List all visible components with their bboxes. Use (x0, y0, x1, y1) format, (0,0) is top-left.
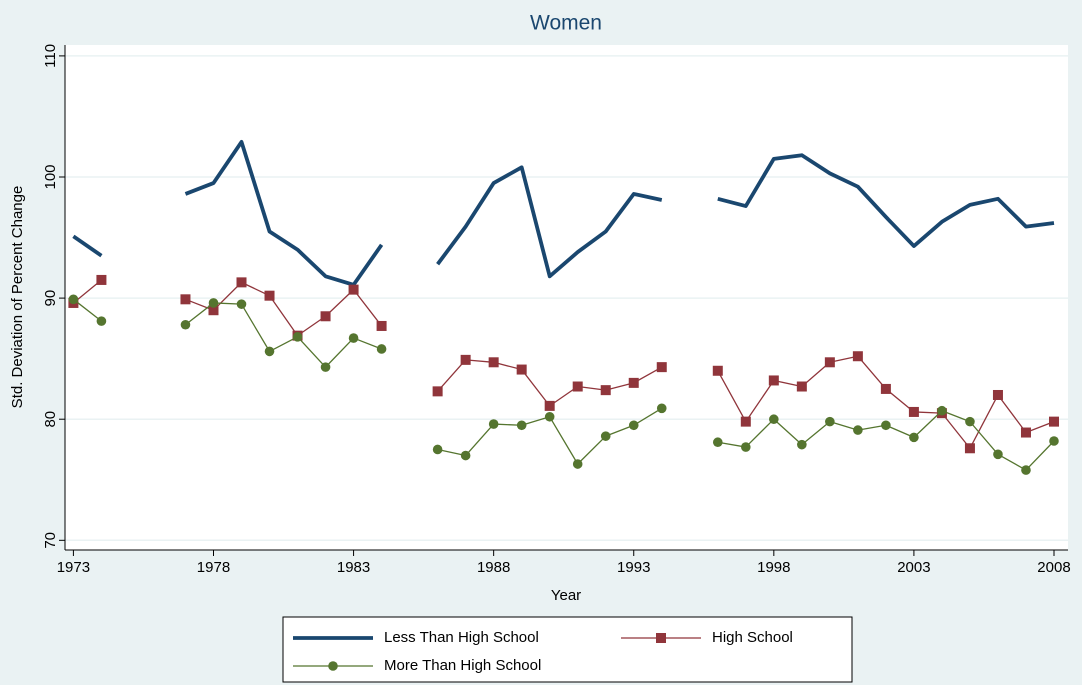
x-tick-label: 1973 (57, 559, 90, 576)
marker (1049, 436, 1059, 446)
marker (432, 444, 443, 455)
marker (796, 381, 807, 392)
x-tick-label: 1988 (477, 559, 510, 576)
y-tick-label: 90 (42, 290, 59, 307)
x-tick-label: 2003 (897, 559, 930, 576)
legend-marker (328, 661, 338, 671)
marker (572, 459, 583, 469)
marker (992, 389, 1003, 400)
marker (769, 414, 779, 425)
marker (600, 385, 611, 396)
marker (180, 319, 191, 330)
y-axis-label: Std. Deviation of Percent Change (9, 186, 26, 409)
y-tick-label: 110 (42, 44, 59, 68)
marker (825, 416, 835, 427)
marker (1021, 465, 1031, 475)
marker (712, 365, 723, 376)
marker (348, 284, 359, 295)
marker (348, 333, 359, 343)
y-tick-label: 70 (42, 532, 59, 549)
marker (741, 442, 751, 452)
marker (180, 294, 191, 305)
legend-label: High School (712, 629, 793, 646)
marker (236, 299, 247, 309)
marker (544, 411, 555, 422)
series-line (73, 298, 1055, 471)
marker (880, 383, 891, 394)
marker (208, 298, 219, 308)
x-tick-label: 2008 (1037, 559, 1070, 576)
x-axis-label: Year (551, 587, 581, 604)
legend-marker (656, 633, 666, 643)
marker (572, 381, 583, 392)
x-tick-label: 1993 (617, 559, 650, 576)
marker (516, 420, 527, 431)
marker (432, 386, 443, 397)
marker (909, 432, 919, 443)
legend-label: More Than High School (384, 657, 541, 674)
marker (488, 357, 499, 368)
marker (824, 357, 835, 368)
marker (544, 400, 555, 411)
legend-label: Less Than High School (384, 629, 539, 646)
series-line (72, 139, 1055, 287)
marker (1020, 427, 1031, 438)
marker (320, 362, 331, 372)
marker (208, 305, 219, 316)
marker (236, 277, 247, 288)
marker (937, 405, 947, 416)
marker (656, 403, 667, 414)
series-line (72, 279, 1055, 449)
marker (908, 406, 919, 417)
x-tick-label: 1983 (337, 559, 370, 576)
marker (460, 450, 471, 461)
marker (1048, 416, 1059, 427)
marker (712, 437, 723, 448)
marker (852, 351, 863, 362)
marker (797, 439, 807, 450)
marker (68, 294, 79, 305)
marker (376, 344, 387, 354)
marker (881, 420, 891, 431)
y-tick-label: 100 (42, 164, 59, 189)
marker (628, 377, 639, 388)
marker (460, 354, 471, 365)
marker (292, 332, 303, 342)
marker (628, 420, 639, 431)
marker (264, 346, 275, 357)
x-tick-label: 1998 (757, 559, 790, 576)
marker (96, 274, 107, 285)
marker (600, 431, 611, 441)
x-tick-label: 1978 (197, 559, 230, 576)
marker (740, 416, 751, 427)
marker (516, 364, 527, 375)
marker (853, 425, 863, 435)
legend (282, 616, 853, 683)
marker (768, 375, 779, 386)
marker (96, 316, 107, 326)
marker (488, 419, 499, 429)
marker (656, 362, 667, 373)
marker (376, 320, 387, 331)
marker (993, 449, 1003, 460)
marker (264, 290, 275, 301)
marker (320, 311, 331, 322)
chart-title: Women (530, 12, 602, 35)
marker (964, 443, 975, 454)
y-tick-label: 80 (42, 411, 59, 428)
marker (965, 416, 975, 427)
